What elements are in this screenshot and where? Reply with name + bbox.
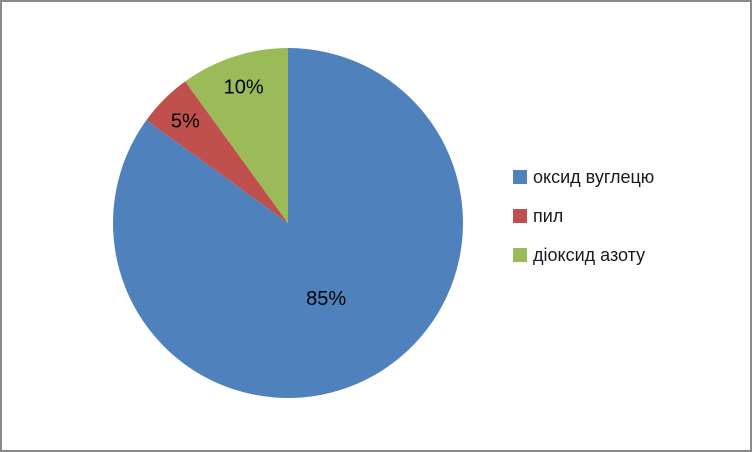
legend-swatch-green-icon <box>513 248 527 262</box>
legend-item-pyl: пил <box>513 205 654 227</box>
pie-slice-3 <box>185 48 288 223</box>
legend-label: пил <box>533 205 564 226</box>
pie-slice-2 <box>146 81 288 223</box>
pie-data-label-1: 85% <box>306 288 346 310</box>
legend-swatch-red-icon <box>513 209 527 223</box>
legend-swatch-blue-icon <box>513 170 527 184</box>
pie-data-label-3: 10% <box>224 77 264 99</box>
legend-item-dioksyd-azotu: діоксид азоту <box>513 244 654 266</box>
legend-label: оксид вуглецю <box>533 166 655 187</box>
pie-slice-1 <box>112 48 463 399</box>
chart-legend: оксид вуглецю пил діоксид азоту <box>513 166 654 266</box>
legend-item-oksyd-vuhletsiu: оксид вуглецю <box>513 166 654 188</box>
legend-label: діоксид азоту <box>533 244 646 265</box>
pie-data-label-2: 5% <box>171 110 200 132</box>
